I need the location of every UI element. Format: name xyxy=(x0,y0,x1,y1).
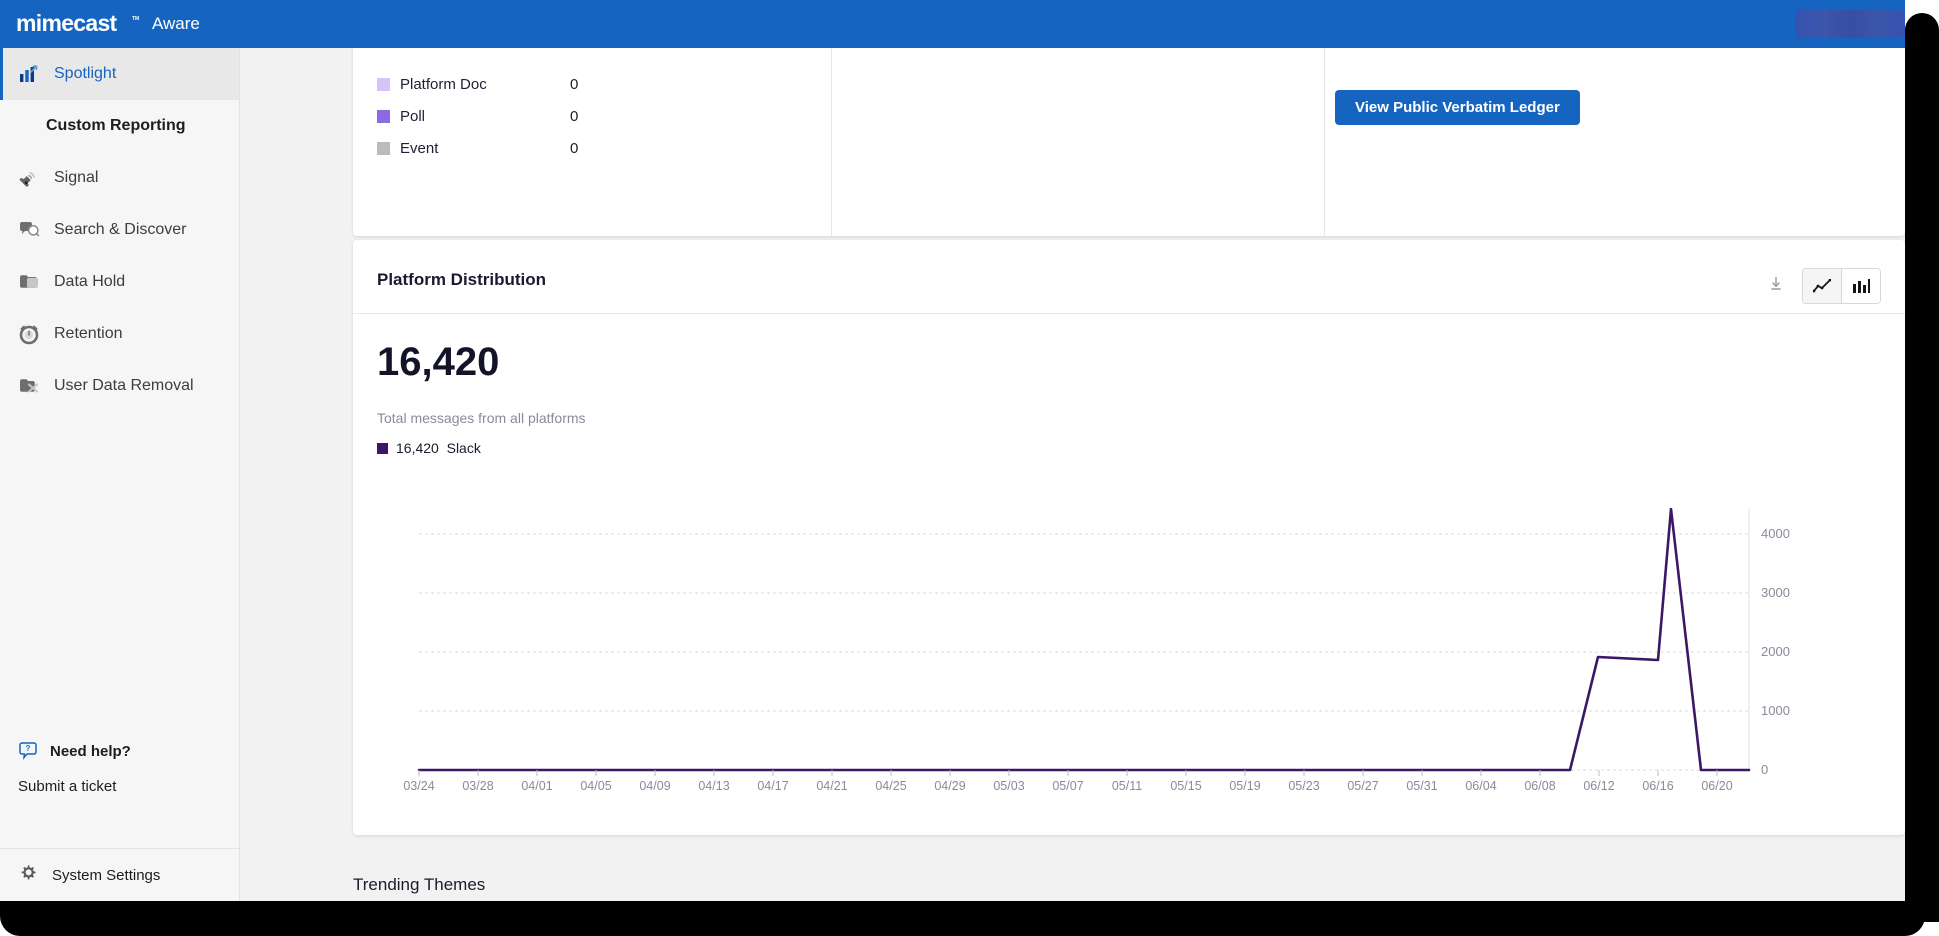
svg-text:03/28: 03/28 xyxy=(462,779,493,793)
svg-text:05/03: 05/03 xyxy=(993,779,1024,793)
svg-text:2000: 2000 xyxy=(1761,644,1790,659)
svg-text:1000: 1000 xyxy=(1761,703,1790,718)
svg-text:05/31: 05/31 xyxy=(1406,779,1437,793)
svg-text:04/01: 04/01 xyxy=(521,779,552,793)
svg-text:04/09: 04/09 xyxy=(639,779,670,793)
svg-text:05/19: 05/19 xyxy=(1229,779,1260,793)
svg-text:05/27: 05/27 xyxy=(1347,779,1378,793)
svg-text:04/29: 04/29 xyxy=(934,779,965,793)
svg-text:?: ? xyxy=(26,744,31,753)
svg-text:04/05: 04/05 xyxy=(580,779,611,793)
svg-text:06/04: 06/04 xyxy=(1465,779,1496,793)
svg-text:03/24: 03/24 xyxy=(403,779,434,793)
svg-text:0: 0 xyxy=(1761,762,1768,777)
svg-text:3000: 3000 xyxy=(1761,585,1790,600)
svg-text:4000: 4000 xyxy=(1761,526,1790,541)
svg-text:06/12: 06/12 xyxy=(1583,779,1614,793)
svg-text:04/17: 04/17 xyxy=(757,779,788,793)
svg-text:TM: TM xyxy=(132,16,139,22)
svg-text:05/07: 05/07 xyxy=(1052,779,1083,793)
svg-text:05/15: 05/15 xyxy=(1170,779,1201,793)
svg-text:06/20: 06/20 xyxy=(1701,779,1732,793)
svg-text:05/23: 05/23 xyxy=(1288,779,1319,793)
svg-text:04/21: 04/21 xyxy=(816,779,847,793)
svg-text:05/11: 05/11 xyxy=(1112,779,1142,793)
svg-text:04/25: 04/25 xyxy=(875,779,906,793)
svg-text:06/16: 06/16 xyxy=(1642,779,1673,793)
svg-text:06/08: 06/08 xyxy=(1524,779,1555,793)
svg-text:mimecast: mimecast xyxy=(16,12,118,36)
svg-text:04/13: 04/13 xyxy=(698,779,729,793)
